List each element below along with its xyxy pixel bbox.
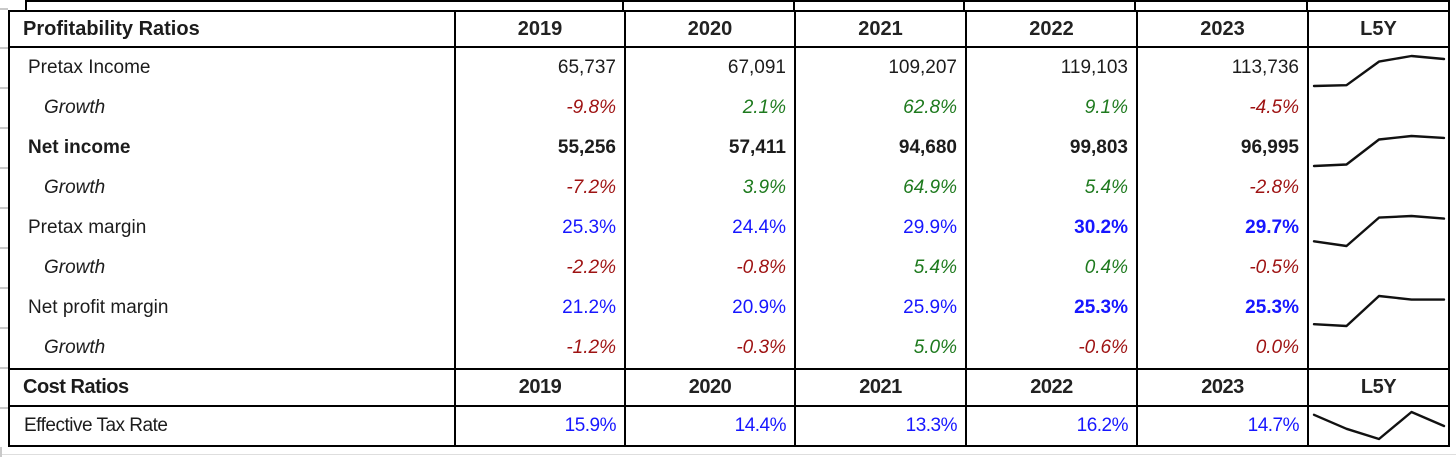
section-title-profitability-ratios[interactable]: Profitability Ratios: [10, 12, 454, 48]
cell-growth-2020[interactable]: 2.1%: [624, 88, 794, 128]
cell-growth-2019[interactable]: -9.8%: [454, 88, 624, 128]
cell-pretax-margin-2022[interactable]: 30.2%: [965, 208, 1136, 248]
top-column-stub: [793, 0, 795, 11]
sparkline-pretax-income: [1309, 48, 1448, 128]
cell-growth-2023[interactable]: 0.0%: [1136, 328, 1307, 368]
year-header-2021[interactable]: 2021: [794, 12, 965, 48]
cell-pretax-margin-2019[interactable]: 25.3%: [454, 208, 624, 248]
row-label-pretax-margin[interactable]: Pretax margin: [28, 217, 147, 238]
row-gridline-tick: [0, 8, 8, 10]
cell-growth-2022[interactable]: 9.1%: [965, 88, 1136, 128]
year-header-2022[interactable]: 2022: [965, 12, 1136, 48]
top-column-stub: [1306, 0, 1308, 11]
year-header-2020[interactable]: 2020: [624, 12, 794, 48]
row-label-growth[interactable]: Growth: [44, 97, 106, 118]
cell-pretax-margin-2020[interactable]: 24.4%: [624, 208, 794, 248]
cell-net-income-2019[interactable]: 55,256: [454, 128, 624, 168]
cell-pretax-income-2019[interactable]: 65,737: [454, 48, 624, 88]
l5y-effective-tax-rate-cell[interactable]: [1307, 407, 1448, 445]
cell-growth-2021[interactable]: 5.4%: [794, 248, 965, 288]
cell-effective-tax-rate-2020[interactable]: 14.4%: [624, 407, 794, 445]
row-gridline-tick: [0, 407, 8, 409]
l5y-header[interactable]: L5Y: [1307, 368, 1448, 407]
row-gridline-tick: [0, 247, 8, 249]
row-gridline-tick: [0, 167, 8, 169]
top-gridline: [25, 0, 1450, 2]
cell-net-profit-margin-2019[interactable]: 21.2%: [454, 288, 624, 328]
row-label-effective-tax-rate[interactable]: Effective Tax Rate: [24, 415, 168, 436]
cell-growth-2022[interactable]: -0.6%: [965, 328, 1136, 368]
row-gridline-tick: [0, 327, 8, 329]
row-gridline-tick: [0, 367, 8, 369]
year-header-2019[interactable]: 2019: [454, 368, 624, 407]
top-column-stub: [1134, 0, 1136, 11]
cell-effective-tax-rate-2022[interactable]: 16.2%: [965, 407, 1136, 445]
cell-net-income-2021[interactable]: 94,680: [794, 128, 965, 168]
bottom-column-stub: [0, 447, 2, 457]
cell-net-profit-margin-2023[interactable]: 25.3%: [1136, 288, 1307, 328]
sparkline-pretax-margin: [1309, 208, 1448, 288]
cell-growth-2019[interactable]: -2.2%: [454, 248, 624, 288]
cell-growth-2023[interactable]: -2.8%: [1136, 168, 1307, 208]
year-header-2021[interactable]: 2021: [794, 368, 965, 407]
cell-net-income-2022[interactable]: 99,803: [965, 128, 1136, 168]
cell-effective-tax-rate-2021[interactable]: 13.3%: [794, 407, 965, 445]
year-header-2023[interactable]: 2023: [1136, 12, 1307, 48]
cell-growth-2022[interactable]: 0.4%: [965, 248, 1136, 288]
row-label-growth[interactable]: Growth: [44, 257, 106, 278]
l5y-sparkline-column[interactable]: [1307, 48, 1448, 368]
year-header-2022[interactable]: 2022: [965, 368, 1136, 407]
row-gridline-tick: [0, 47, 8, 49]
row-label-growth[interactable]: Growth: [44, 177, 106, 198]
cell-growth-2020[interactable]: 3.9%: [624, 168, 794, 208]
sparkline-effective-tax-rate: [1309, 407, 1448, 445]
year-header-2023[interactable]: 2023: [1136, 368, 1307, 407]
cell-net-profit-margin-2022[interactable]: 25.3%: [965, 288, 1136, 328]
cell-effective-tax-rate-2023[interactable]: 14.7%: [1136, 407, 1307, 445]
l5y-header[interactable]: L5Y: [1307, 12, 1448, 48]
row-gridline-tick: [0, 207, 8, 209]
row-gridline-tick: [0, 127, 8, 129]
row-label-net-profit-margin[interactable]: Net profit margin: [28, 297, 169, 318]
bottom-gridline: [0, 454, 1456, 455]
cell-growth-2020[interactable]: -0.8%: [624, 248, 794, 288]
cell-growth-2022[interactable]: 5.4%: [965, 168, 1136, 208]
year-header-2019[interactable]: 2019: [454, 12, 624, 48]
cell-pretax-margin-2023[interactable]: 29.7%: [1136, 208, 1307, 248]
year-header-2020[interactable]: 2020: [624, 368, 794, 407]
row-label-pretax-income[interactable]: Pretax Income: [28, 57, 151, 78]
cell-growth-2019[interactable]: -1.2%: [454, 328, 624, 368]
cell-pretax-income-2020[interactable]: 67,091: [624, 48, 794, 88]
top-column-stub: [622, 0, 624, 11]
sparkline-net-income: [1309, 128, 1448, 208]
row-label-growth[interactable]: Growth: [44, 337, 106, 358]
section-title-cost-ratios[interactable]: Cost Ratios: [10, 368, 454, 407]
cell-growth-2023[interactable]: -4.5%: [1136, 88, 1307, 128]
cell-growth-2021[interactable]: 5.0%: [794, 328, 965, 368]
row-gridline-tick: [0, 87, 8, 89]
cell-growth-2021[interactable]: 64.9%: [794, 168, 965, 208]
cell-net-profit-margin-2021[interactable]: 25.9%: [794, 288, 965, 328]
top-column-stub: [963, 0, 965, 11]
cell-net-income-2020[interactable]: 57,411: [624, 128, 794, 168]
top-column-stub: [1448, 0, 1450, 11]
row-gridline-tick: [0, 287, 8, 289]
cell-pretax-income-2022[interactable]: 119,103: [965, 48, 1136, 88]
cell-growth-2019[interactable]: -7.2%: [454, 168, 624, 208]
cell-pretax-income-2021[interactable]: 109,207: [794, 48, 965, 88]
cell-growth-2020[interactable]: -0.3%: [624, 328, 794, 368]
sparkline-net-profit-margin: [1309, 288, 1448, 368]
cell-effective-tax-rate-2019[interactable]: 15.9%: [454, 407, 624, 445]
cell-net-income-2023[interactable]: 96,995: [1136, 128, 1307, 168]
cell-growth-2023[interactable]: -0.5%: [1136, 248, 1307, 288]
cell-pretax-margin-2021[interactable]: 29.9%: [794, 208, 965, 248]
financial-ratios-table: Profitability Ratios 2019 2020 2021 2022…: [8, 10, 1450, 447]
cell-growth-2021[interactable]: 62.8%: [794, 88, 965, 128]
row-label-net-income[interactable]: Net income: [28, 137, 131, 158]
cell-pretax-income-2023[interactable]: 113,736: [1136, 48, 1307, 88]
cell-net-profit-margin-2020[interactable]: 20.9%: [624, 288, 794, 328]
top-column-stub: [25, 0, 27, 11]
